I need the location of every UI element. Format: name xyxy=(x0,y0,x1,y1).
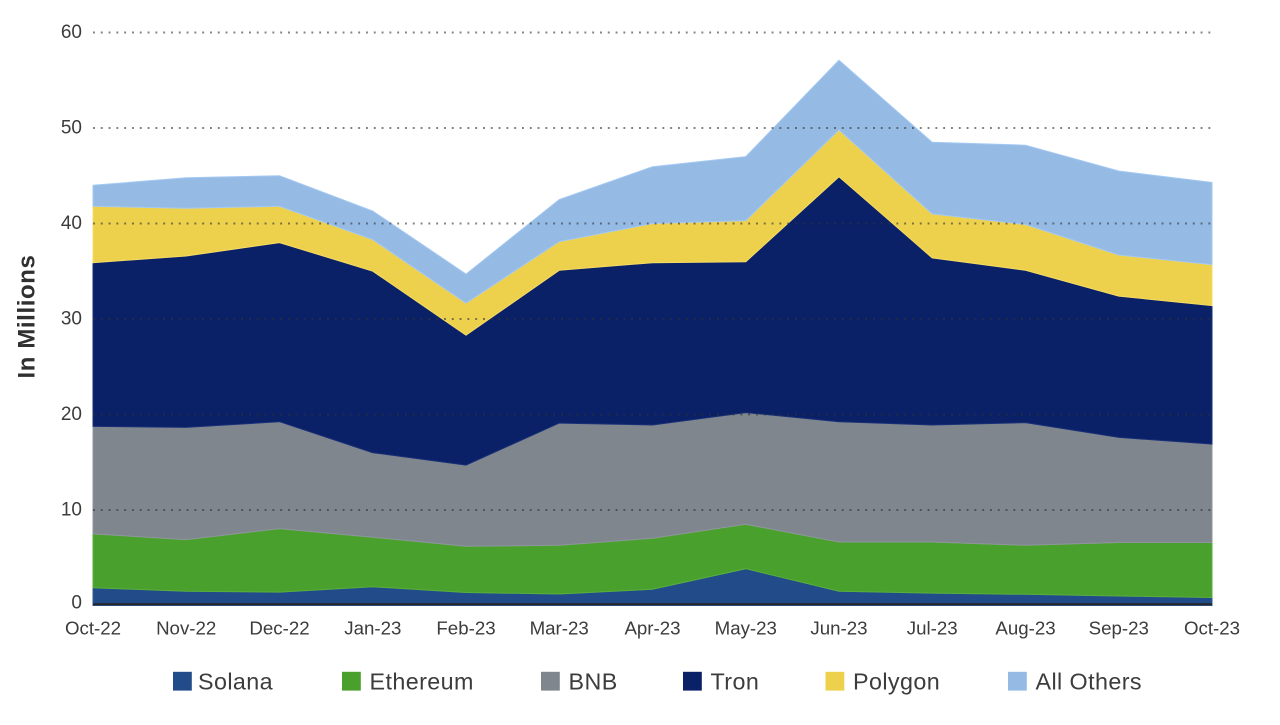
svg-text:In Millions: In Millions xyxy=(14,255,41,379)
svg-text:Polygon: Polygon xyxy=(853,669,940,695)
svg-text:Solana: Solana xyxy=(198,669,273,695)
svg-text:BNB: BNB xyxy=(569,669,618,695)
svg-text:30: 30 xyxy=(61,308,82,329)
svg-text:10: 10 xyxy=(61,499,82,520)
svg-text:Jun-23: Jun-23 xyxy=(810,618,867,639)
svg-text:Aug-23: Aug-23 xyxy=(995,618,1055,639)
svg-text:40: 40 xyxy=(61,213,82,234)
svg-text:Sep-23: Sep-23 xyxy=(1089,618,1149,639)
svg-text:Ethereum: Ethereum xyxy=(370,669,474,695)
svg-text:50: 50 xyxy=(61,117,82,138)
svg-text:All Others: All Others xyxy=(1036,669,1142,695)
svg-text:60: 60 xyxy=(61,22,82,43)
svg-text:Feb-23: Feb-23 xyxy=(436,618,495,639)
svg-text:Dec-22: Dec-22 xyxy=(249,618,309,639)
svg-text:Nov-22: Nov-22 xyxy=(156,618,216,639)
svg-text:Tron: Tron xyxy=(711,669,760,695)
svg-text:Mar-23: Mar-23 xyxy=(530,618,589,639)
svg-text:Oct-23: Oct-23 xyxy=(1184,618,1240,639)
svg-text:Jul-23: Jul-23 xyxy=(907,618,958,639)
svg-text:May-23: May-23 xyxy=(715,618,777,639)
svg-text:0: 0 xyxy=(71,592,82,613)
svg-text:20: 20 xyxy=(61,404,82,425)
svg-text:Apr-23: Apr-23 xyxy=(624,618,680,639)
svg-text:Oct-22: Oct-22 xyxy=(65,618,121,639)
svg-text:Jan-23: Jan-23 xyxy=(344,618,401,639)
